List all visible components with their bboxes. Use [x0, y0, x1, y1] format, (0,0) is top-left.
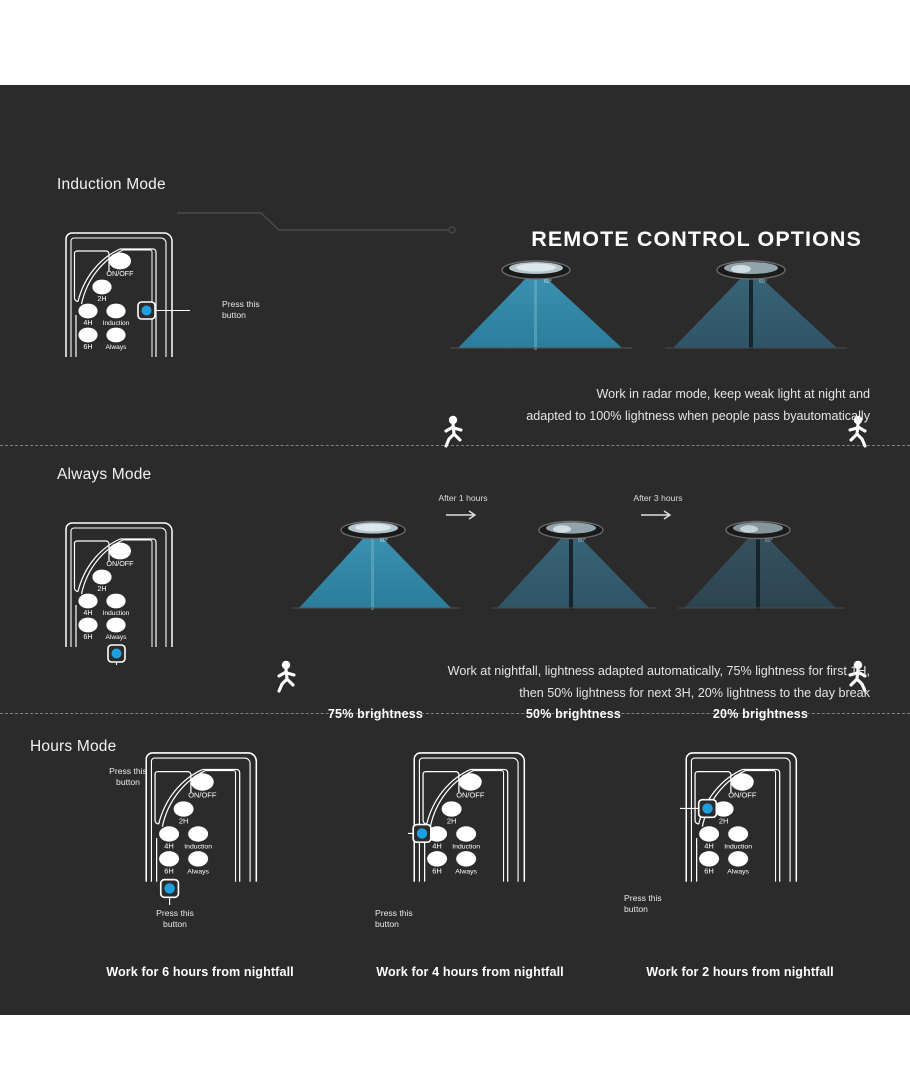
dark-panel: REMOTE CONTROL OPTIONS Induction Mode: [0, 85, 910, 1015]
highlight-marker-2h: [697, 798, 718, 819]
callout-induction: Press this button: [222, 299, 260, 321]
remote-label-6h: 6H: [83, 632, 92, 641]
arrow-right-icon-2: [641, 510, 672, 520]
beam-angle-label: 60°: [578, 538, 586, 544]
caption-4h: Work for 4 hours from nightfall: [376, 965, 564, 979]
section-divider-2: [0, 713, 910, 714]
callout-line-2: button: [116, 776, 140, 787]
remote-label-induction: Induction: [724, 843, 752, 850]
remote-label-induction: Induction: [452, 843, 480, 850]
remote-label-6h: 6H: [83, 342, 92, 351]
remote-label-always: Always: [106, 634, 128, 641]
remote-label-2h: 2H: [97, 294, 106, 303]
callout-line-2: button: [163, 918, 187, 929]
caption-6h: Work for 6 hours from nightfall: [106, 965, 294, 979]
remote-label-2h: 2H: [447, 817, 457, 826]
person-icon-left-induction: [444, 415, 463, 448]
description-line-2: then 50% lightness for next 3H, 20% ligh…: [519, 686, 870, 701]
beam-angle-label: 60°: [380, 538, 388, 544]
remote-label-on-off: ON/OFF: [728, 791, 757, 800]
description-line-1: Work in radar mode, keep weak light at n…: [596, 387, 870, 401]
remote-label-4h: 4H: [83, 318, 92, 327]
remote-control-always[interactable]: ON/OFF 2H 4H Induction 6H Always: [60, 515, 190, 665]
remote-label-on-off: ON/OFF: [188, 791, 217, 800]
remote-control-2h[interactable]: ON/OFF 2H 4H Induction 6H Always: [680, 740, 815, 905]
callout-line-1: Press this: [109, 766, 147, 776]
scene-always-75: 60°: [285, 510, 465, 625]
remote-label-on-off: ON/OFF: [456, 791, 485, 800]
scene-induction-bright: 60°: [440, 250, 640, 365]
caption-2h: Work for 2 hours from nightfall: [646, 965, 834, 979]
person-icon-right-always: [848, 660, 867, 693]
scene-induction-dim: 60°: [655, 250, 855, 365]
callout-2h: Press this button: [624, 893, 694, 915]
remote-label-6h: 6H: [704, 866, 714, 875]
remote-control-induction[interactable]: ON/OFF 2H 4H Induction 6H Always: [60, 225, 190, 365]
arrow-right-icon-1: [446, 510, 477, 520]
callout-line-1: Press this: [624, 893, 662, 903]
description-line-2: adapted to 100% lightness when people pa…: [526, 409, 870, 424]
remote-label-2h: 2H: [179, 817, 189, 826]
decorative-line: [177, 212, 456, 234]
person-icon-right-induction: [848, 415, 867, 448]
description-line-1: Work at nightfall, lightness adapted aut…: [447, 664, 870, 678]
highlight-marker-always: [107, 644, 126, 663]
brightness-label-75: 75% brightness: [327, 707, 424, 721]
section-title-induction: Induction Mode: [57, 176, 166, 193]
section-title-hours: Hours Mode: [30, 738, 117, 755]
callout-4h: Press this button: [375, 908, 445, 930]
description-induction: Work in radar mode, keep weak light at n…: [420, 383, 870, 427]
highlight-marker-4h: [412, 823, 432, 844]
remote-control-6h[interactable]: ON/OFF 2H 4H Induction 6H Always: [140, 740, 275, 905]
remote-label-always: Always: [455, 868, 477, 875]
remote-label-induction: Induction: [103, 610, 130, 617]
beam-angle-label: 60°: [544, 279, 552, 285]
remote-label-always: Always: [106, 344, 128, 351]
remote-label-4h: 4H: [83, 608, 92, 617]
remote-label-always: Always: [727, 868, 749, 875]
page-title: REMOTE CONTROL OPTIONS: [531, 227, 862, 251]
transition-label-1: After 1 hours: [438, 493, 488, 503]
brightness-label-50: 50% brightness: [525, 707, 622, 721]
beam-angle-label: 60°: [759, 279, 767, 285]
callout-always: Press this button: [93, 766, 163, 788]
highlight-marker-6h: [159, 878, 180, 899]
remote-label-6h: 6H: [164, 866, 174, 875]
transition-label-2: After 3 hours: [633, 493, 683, 503]
remote-label-6h: 6H: [432, 866, 442, 875]
scene-always-20: 60°: [670, 510, 850, 625]
callout-6h: Press this button: [140, 908, 210, 930]
remote-label-4h: 4H: [432, 841, 442, 850]
section-title-always: Always Mode: [57, 466, 152, 483]
person-icon-left-always: [277, 660, 296, 693]
remote-label-induction: Induction: [103, 320, 130, 327]
callout-line-1: Press this: [222, 299, 260, 309]
remote-label-induction: Induction: [184, 843, 212, 850]
highlight-marker-induction: [137, 301, 156, 320]
callout-line-1: Press this: [156, 908, 194, 918]
callout-line-2: button: [375, 918, 399, 929]
description-always: Work at nightfall, lightness adapted aut…: [340, 660, 870, 704]
remote-label-always: Always: [187, 868, 209, 875]
callout-line-2: button: [624, 903, 648, 914]
callout-line-2: button: [222, 309, 246, 320]
remote-label-on-off: ON/OFF: [106, 559, 134, 568]
brightness-label-20: 20% brightness: [712, 707, 809, 721]
scene-always-50: 60°: [483, 510, 663, 625]
remote-label-4h: 4H: [164, 841, 174, 850]
remote-control-4h[interactable]: ON/OFF 2H 4H Induction 6H Always: [408, 740, 543, 905]
remote-label-on-off: ON/OFF: [106, 269, 134, 278]
remote-label-2h: 2H: [97, 584, 106, 593]
remote-label-4h: 4H: [704, 841, 714, 850]
beam-angle-label: 60°: [765, 538, 773, 544]
section-divider-1: [0, 445, 910, 446]
remote-label-2h: 2H: [719, 817, 729, 826]
callout-line-1: Press this: [375, 908, 413, 918]
